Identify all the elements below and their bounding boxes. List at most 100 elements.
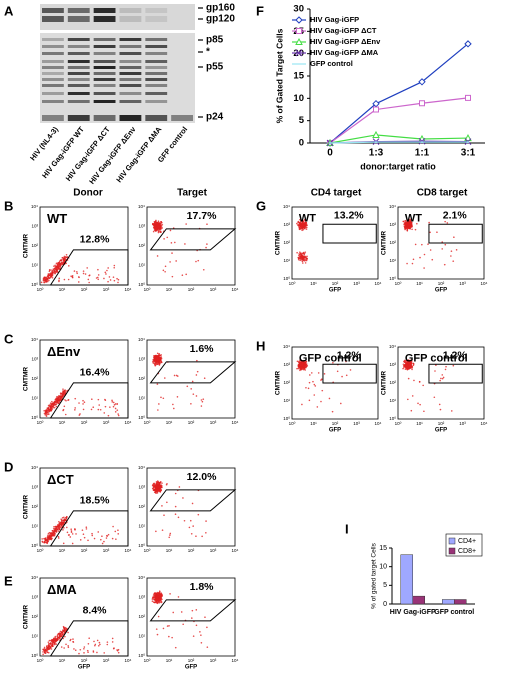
band: [93, 52, 116, 55]
event-dot: [43, 410, 45, 412]
plot-frame: [146, 339, 236, 419]
event-dot: [190, 532, 193, 535]
event-dot: [159, 491, 162, 493]
event-dot: [43, 537, 45, 540]
event-dot: [49, 406, 52, 409]
event-dot: [44, 539, 47, 541]
event-dot: [197, 513, 200, 516]
event-dot: [192, 393, 195, 395]
y-tick-label: 10¹: [389, 258, 396, 263]
x-tick-label: 10²: [188, 548, 195, 553]
event-dot: [171, 636, 173, 639]
column-header: CD8 target: [417, 188, 468, 199]
event-dot: [158, 224, 161, 227]
marker: [373, 106, 379, 113]
event-dot: [86, 649, 89, 652]
event-dot: [54, 270, 56, 273]
event-dot: [174, 241, 176, 244]
event-dot: [47, 646, 49, 649]
band: [42, 8, 64, 13]
event-dot: [436, 231, 438, 233]
event-dot: [403, 365, 405, 367]
event-dot: [175, 260, 177, 262]
flow-plot: [146, 467, 237, 547]
event-dot: [56, 401, 58, 404]
event-dot: [421, 243, 423, 246]
event-dot: [155, 487, 158, 490]
event-dot: [67, 278, 70, 281]
x-tick-label: 10³: [103, 420, 110, 425]
event-dot: [94, 644, 96, 647]
event-dot: [46, 651, 49, 654]
y-tick-label: 10³: [31, 485, 38, 490]
event-dot: [63, 405, 66, 408]
y-tick-label: 10²: [138, 243, 145, 248]
event-dot: [161, 598, 163, 601]
y-tick-label: 10⁴: [389, 344, 396, 349]
event-dot: [111, 399, 113, 402]
event-dot: [42, 279, 45, 282]
event-dot: [154, 487, 156, 489]
event-dot: [75, 533, 77, 535]
event-dot: [84, 273, 87, 275]
event-dot: [163, 377, 166, 379]
x-tick-label: 10³: [103, 287, 110, 292]
y-tick-label: 0: [383, 601, 387, 608]
event-dot: [98, 404, 100, 406]
x-tick-label: 10¹: [59, 420, 66, 425]
event-dot: [428, 221, 430, 224]
event-dot: [302, 364, 304, 367]
event-dot: [191, 617, 193, 619]
gate: [49, 382, 129, 419]
band: [145, 100, 168, 103]
event-dot: [83, 401, 86, 404]
x-axis-label: GFP: [435, 428, 447, 434]
event-dot: [70, 530, 73, 532]
event-dot: [61, 629, 64, 631]
band: [145, 78, 168, 81]
event-dot: [47, 537, 50, 539]
event-dot: [65, 627, 68, 630]
x-tick-label: 10²: [438, 281, 445, 286]
event-dot: [156, 226, 159, 228]
event-dot: [195, 609, 198, 611]
event-dot: [104, 405, 107, 408]
flow-plot: [39, 467, 129, 547]
event-dot: [308, 374, 311, 376]
event-dot: [58, 523, 61, 526]
event-dot: [92, 406, 95, 409]
event-dot: [434, 370, 436, 372]
event-dot: [156, 593, 158, 596]
event-dot: [56, 635, 59, 638]
event-dot: [160, 595, 162, 598]
event-dot: [62, 519, 64, 522]
y-axis-label: % of Gated Target Cells: [274, 28, 284, 123]
marker: [419, 100, 425, 107]
event-dot: [423, 410, 425, 413]
point: [329, 142, 331, 144]
event-dot: [157, 221, 160, 224]
event-dot: [60, 519, 63, 521]
band: [67, 8, 90, 13]
event-dot: [63, 255, 66, 258]
event-dot: [299, 366, 301, 368]
event-dot: [109, 279, 112, 281]
event-dot: [82, 533, 85, 536]
event-dot: [158, 362, 161, 365]
event-dot: [349, 369, 352, 371]
y-tick-label: 10⁴: [31, 204, 38, 209]
band-label: p55: [206, 62, 224, 73]
event-dot: [314, 385, 317, 387]
event-dot: [161, 482, 163, 484]
band-label: gp160: [206, 3, 235, 14]
y-tick-label: 10²: [31, 243, 38, 248]
event-dot: [112, 276, 115, 278]
event-dot: [49, 274, 51, 277]
event-dot: [323, 373, 326, 375]
event-dot: [61, 633, 64, 636]
event-dot: [57, 637, 59, 639]
event-dot: [410, 409, 413, 412]
event-dot: [181, 274, 184, 277]
event-dot: [160, 396, 162, 399]
event-dot: [64, 635, 66, 638]
